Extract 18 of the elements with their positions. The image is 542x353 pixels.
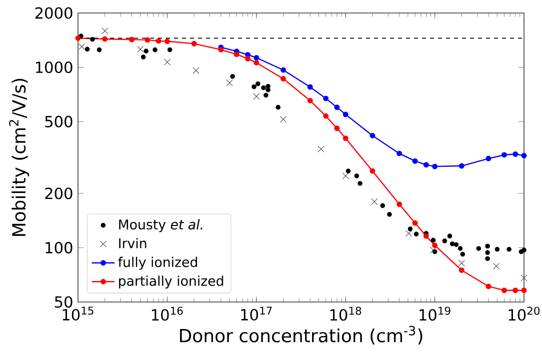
x-tick-label: 10$^{20}$ <box>508 306 540 321</box>
x-tick-label: 10$^{19}$ <box>420 306 450 321</box>
x-tick-label: 10$^{16}$ <box>152 306 183 321</box>
x-axis-title: Donor concentration (cm$^{-3}$) <box>180 326 422 345</box>
y-tick-label: 100 <box>46 242 72 254</box>
y-tick-label: 2000 <box>35 7 72 19</box>
x-tick-label: 10$^{18}$ <box>330 306 362 321</box>
y-tick-label: 1000 <box>36 61 72 74</box>
legend-label: Irvin <box>119 238 146 248</box>
y-tick-label: 500 <box>45 116 72 128</box>
y-tick-label: 50 <box>54 296 72 308</box>
legend-label: fully ionized <box>118 256 197 270</box>
y-axis-title: Mobility (cm$^{2}$/V/s) <box>9 78 30 236</box>
y-tick-label: 200 <box>45 188 72 200</box>
legend-label: Mousty et al. <box>119 219 202 232</box>
legend-label: partially ionized <box>119 276 224 288</box>
x-tick-label: 10$^{15}$ <box>62 306 94 321</box>
x-tick-label: 10$^{17}$ <box>241 306 272 321</box>
